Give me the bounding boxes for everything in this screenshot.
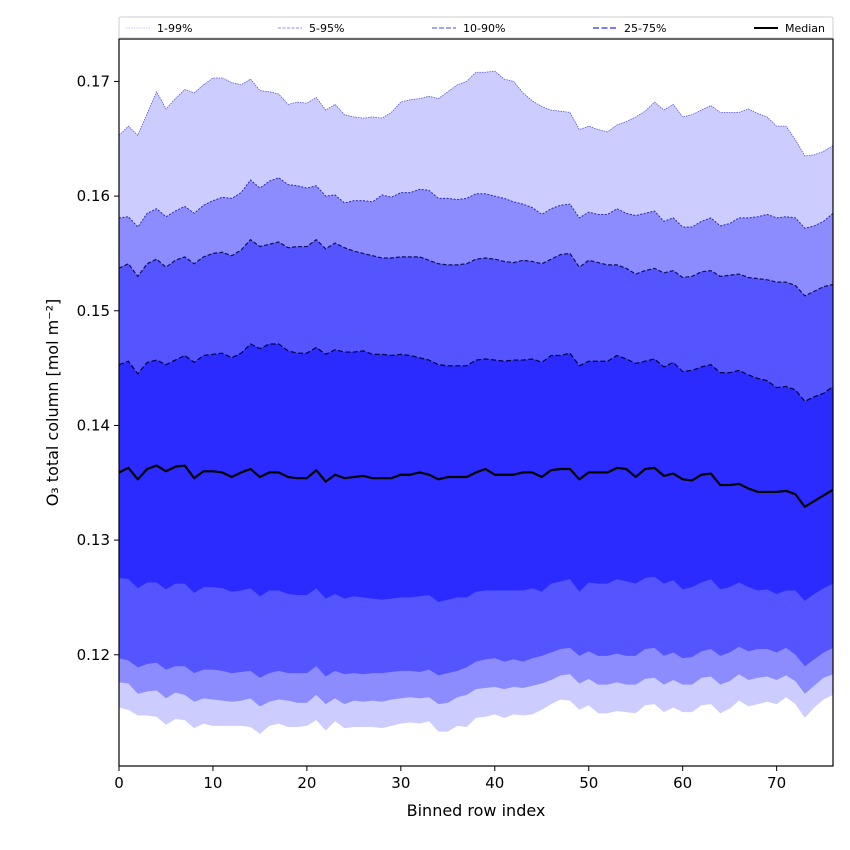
legend-label: 25-75% (624, 22, 666, 35)
legend-box (118, 16, 834, 39)
y-tick-label: 0.15 (77, 302, 110, 320)
legend-label: 10-90% (463, 22, 505, 35)
legend-item: 5-95% (278, 22, 344, 35)
median-line (118, 464, 834, 508)
legend-item: 1-99% (126, 22, 192, 35)
x-tick-label: 40 (485, 774, 504, 792)
x-tick-label: 0 (114, 774, 124, 792)
x-axis-label: Binned row index (407, 801, 546, 820)
bands-layer (118, 70, 834, 734)
y-tick-label: 0.12 (77, 646, 110, 664)
legend: 1-99% 5-95% 10-90% 25-75% Median (118, 16, 834, 39)
legend-label: 1-99% (157, 22, 192, 35)
y-tick-label: 0.16 (77, 187, 110, 205)
band-upper-edge-1-99pct (118, 70, 834, 157)
y-tick-label: 0.17 (77, 72, 110, 90)
band-upper-edge-10-90pct (118, 238, 834, 297)
legend-label: 5-95% (309, 22, 344, 35)
x-tick-label: 20 (297, 774, 316, 792)
lines-layer (118, 464, 834, 508)
x-tick-label: 50 (579, 774, 598, 792)
y-tick-label: 0.14 (77, 416, 110, 434)
x-tick-label: 60 (673, 774, 692, 792)
y-tick-label: 0.13 (77, 531, 110, 549)
y-axis-label: O₃ total column [mol m⁻²] (43, 299, 62, 507)
x-tick-label: 70 (767, 774, 786, 792)
y-axis: 0.12 0.13 0.14 0.15 0.16 0.17 (77, 72, 119, 664)
legend-item: Median (754, 22, 825, 35)
legend-label: Median (785, 22, 825, 35)
legend-item: 10-90% (432, 22, 505, 35)
x-tick-label: 30 (391, 774, 410, 792)
x-tick-label: 10 (203, 774, 222, 792)
x-axis: 0 10 20 30 40 50 60 70 (114, 766, 786, 792)
legend-item: 25-75% (593, 22, 666, 35)
plot-frame (118, 38, 834, 767)
